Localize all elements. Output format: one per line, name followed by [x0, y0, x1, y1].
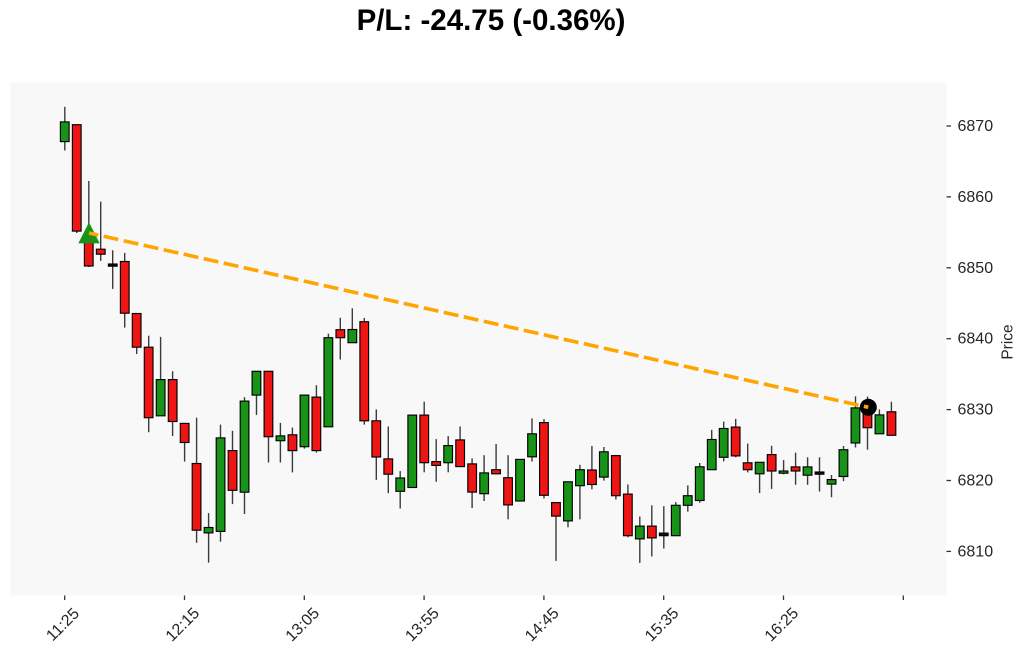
svg-text:6870: 6870 — [958, 118, 994, 135]
svg-text:16:25: 16:25 — [762, 605, 802, 645]
svg-text:P/L: -24.75 (-0.36%): P/L: -24.75 (-0.36%) — [357, 4, 626, 37]
svg-text:12:15: 12:15 — [163, 605, 203, 645]
svg-text:6830: 6830 — [958, 402, 994, 419]
svg-text:6810: 6810 — [958, 543, 994, 560]
svg-text:14:45: 14:45 — [522, 605, 562, 645]
svg-text:6860: 6860 — [958, 189, 994, 206]
svg-text:13:05: 13:05 — [283, 605, 323, 645]
svg-text:6820: 6820 — [958, 473, 994, 490]
svg-text:6850: 6850 — [958, 260, 994, 277]
svg-text:13:55: 13:55 — [402, 605, 442, 645]
svg-text:6840: 6840 — [958, 331, 994, 348]
svg-text:15:35: 15:35 — [642, 605, 682, 645]
svg-text:Price: Price — [1000, 324, 1017, 359]
svg-text:11:25: 11:25 — [43, 605, 83, 645]
